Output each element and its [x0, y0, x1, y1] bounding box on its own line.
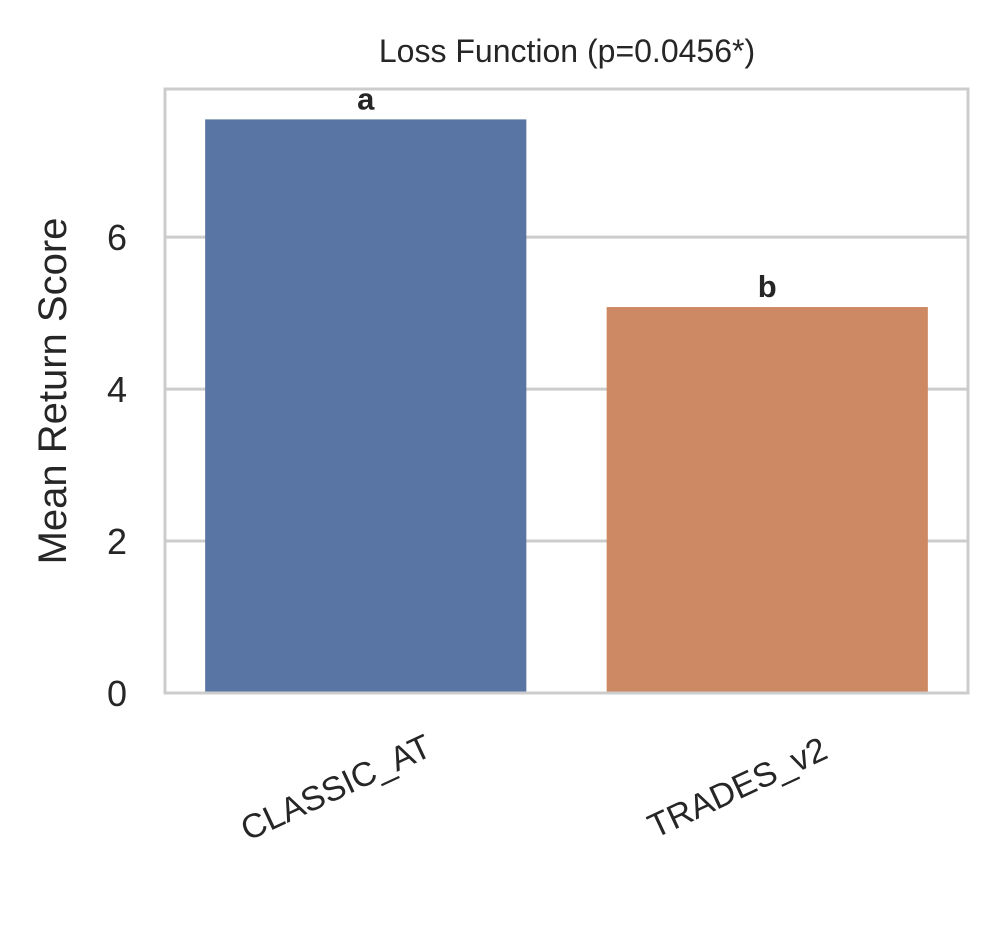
bar: [205, 119, 527, 693]
x-tick-labels: CLASSIC_AT TRADES_v2: [235, 727, 833, 848]
chart-title: Loss Function (p=0.0456*): [379, 33, 755, 69]
y-axis-label: Mean Return Score: [31, 218, 75, 565]
y-tick-label: 0: [107, 673, 127, 714]
plot-frame: [163, 87, 970, 695]
y-tick-label: 4: [107, 369, 127, 410]
bar-label: a: [357, 81, 375, 116]
bar-labels: ab: [357, 81, 777, 304]
y-tick-label: 2: [107, 521, 127, 562]
x-tick-label: CLASSIC_AT: [235, 727, 437, 848]
bars: [205, 119, 928, 693]
x-tick-label: TRADES_v2: [642, 730, 833, 846]
bar-label: b: [758, 269, 777, 304]
bar: [606, 307, 928, 693]
y-tick-labels: 0 2 4 6: [107, 217, 127, 714]
y-tick-label: 6: [107, 217, 127, 258]
